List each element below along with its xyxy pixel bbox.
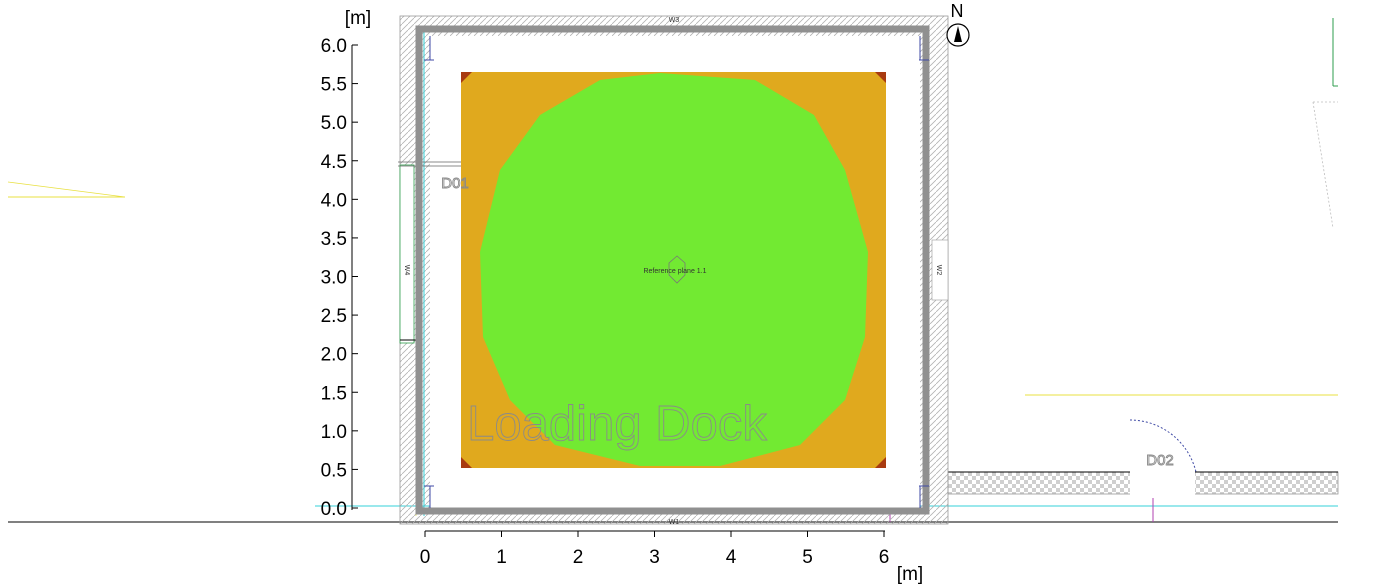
room-label: Loading Dock [467,397,767,451]
corner-mark-tl [461,72,472,83]
y-tick-label: 3.5 [321,229,347,250]
y-tick-label: 2.0 [321,345,347,366]
y-tick-label: 3.0 [321,268,347,289]
door-label-d02: D02 [1146,452,1174,469]
x-tick-label: 6 [879,547,890,568]
wall-label-w4: W4 [403,265,410,276]
north-label: N [951,1,964,21]
dashed-shape-right [1312,101,1338,229]
y-tick-label: 5.0 [321,113,347,134]
y-tick-label: 1.5 [321,383,347,404]
x-axis-unit: [m] [897,564,923,585]
yellow-reference-line-diagonal [7,181,126,198]
wall-label-w2: W2 [935,265,942,276]
door-opening [1130,470,1195,498]
y-tick-label: 5.5 [321,75,347,96]
y-tick-label: 0.0 [321,499,347,520]
x-tick-label: 2 [573,547,584,568]
x-axis-ticks: 0 1 2 3 4 5 6 [420,531,890,568]
door-d01-opening [399,164,415,344]
wall-corner-ticks [424,36,929,508]
corner-mark-tr [875,72,886,83]
reference-point-icon [668,255,686,284]
reference-plane-label: Reference plane 1.1 [643,268,706,275]
y-tick-label: 6.0 [321,36,347,57]
corner-mark-br [875,457,886,468]
wall-label-w3: W3 [669,17,680,24]
y-tick-label: 0.5 [321,460,347,481]
corner-mark-bl [461,457,472,468]
x-tick-label: 4 [726,547,737,568]
inner-illuminance-zone [480,73,868,466]
y-axis-unit: [m] [345,8,371,29]
y-tick-label: 2.5 [321,306,347,327]
y-tick-label: 4.0 [321,190,347,211]
x-tick-label: 1 [496,547,507,568]
door-label-d01: D01 [441,175,469,192]
y-tick-label: 4.5 [321,152,347,173]
wall-label-w1: W1 [669,519,680,526]
y-axis-ticks: 6.0 5.5 5.0 4.5 4.0 3.5 3.0 2.5 2.0 1.5 1.0 0.5 0.0 [321,36,358,520]
window-w2 [931,239,949,301]
x-tick-label: 3 [649,547,660,568]
room-frame [415,25,930,515]
x-tick-label: 5 [802,547,813,568]
door-swing-arc [1129,419,1197,473]
x-tick-label: 0 [420,547,431,568]
y-tick-label: 1.0 [321,422,347,443]
